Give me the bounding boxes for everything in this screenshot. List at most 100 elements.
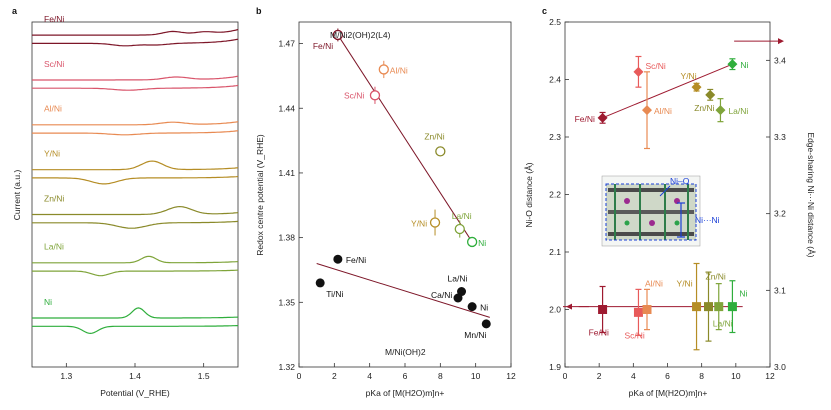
point-label-fe-ni-1: Fe/Ni bbox=[346, 255, 366, 265]
y-tick-label-2-0: 2.0 bbox=[549, 305, 561, 315]
point-label-sc-ni-0: Sc/Ni bbox=[344, 90, 364, 100]
panel-c-y-axis-label-right: Edge-sharing Ni···Ni distance (Å) bbox=[806, 132, 816, 257]
point-ni-0 bbox=[727, 59, 738, 70]
y-tick-label-2-5: 2.5 bbox=[549, 17, 561, 27]
x-tick-label-12: 12 bbox=[506, 371, 516, 381]
y-right-tick-label-3-4: 3.4 bbox=[774, 55, 786, 65]
point-ti-ni-1 bbox=[315, 278, 325, 288]
point-sc-ni-0 bbox=[633, 66, 644, 77]
x-tick-label-2: 2 bbox=[332, 371, 337, 381]
point-label-fe-ni-1: Fe/Ni bbox=[589, 328, 609, 338]
point-label-fe-ni-0: Fe/Ni bbox=[575, 114, 595, 124]
x-tick-label-4: 4 bbox=[367, 371, 372, 381]
right-axis-arrow-head bbox=[778, 38, 784, 45]
cv-cathodic-al-ni bbox=[32, 130, 239, 136]
point-label-ni-0: Ni bbox=[478, 238, 486, 248]
panel-b-ticks: 0 2 4 6 8 10 12 1.32 1.35 1.38 1.41 1.44 1.47 bbox=[278, 39, 516, 381]
point-label-ca-ni-1: Ca/Ni bbox=[431, 290, 452, 300]
ni-o-label: Ni–O bbox=[670, 176, 690, 186]
y-tick-label-1-44: 1.44 bbox=[278, 103, 295, 113]
x-tick-label-0: 0 bbox=[563, 371, 568, 381]
y-tick-label-2-4: 2.4 bbox=[549, 75, 561, 85]
x-tick-label-8: 8 bbox=[699, 371, 704, 381]
y-tick-label-1-35: 1.35 bbox=[278, 297, 295, 307]
point-label-y-ni-0: Y/Ni bbox=[681, 71, 697, 81]
point-label-y-ni-0: Y/Ni bbox=[411, 219, 427, 229]
point-label-al-ni-0: Al/Ni bbox=[654, 106, 672, 116]
cv-cathodic-zn-ni bbox=[32, 220, 239, 229]
label-zn-ni: Zn/Ni bbox=[44, 193, 64, 203]
point-label-ni-0: Ni bbox=[740, 60, 748, 70]
cv-anodic-ni bbox=[32, 307, 239, 319]
panel-b-redox-potential-plot: 0 2 4 6 8 10 12 1.32 1.35 1.38 1.41 1.44 1.47 Fe/Ni A… bbox=[255, 21, 516, 398]
point-al-ni-0 bbox=[378, 64, 389, 75]
point-label-sc-ni-1: Sc/Ni bbox=[624, 330, 644, 340]
cv-cathodic-y-ni bbox=[32, 175, 239, 185]
x-tick-label-12: 12 bbox=[765, 371, 775, 381]
point-zn-ni-1 bbox=[704, 302, 713, 312]
cv-anodic-fe-ni bbox=[32, 28, 239, 36]
y-tick-label-2-3: 2.3 bbox=[549, 132, 561, 142]
point-label-ni-1: Ni bbox=[739, 289, 747, 299]
point-ni-1 bbox=[467, 302, 477, 312]
panel-a-x-axis-label: Potential (V_RHE) bbox=[100, 388, 170, 398]
point-fe-ni-1 bbox=[333, 254, 343, 264]
structure-inset: Ni–O Ni···Ni bbox=[601, 175, 720, 247]
label-y-ni: Y/Ni bbox=[44, 149, 60, 159]
cv-anodic-sc-ni bbox=[32, 75, 239, 81]
point-label-mn-ni-1: Mn/Ni bbox=[464, 330, 486, 340]
point-label-zn-ni-1: Zn/Ni bbox=[706, 272, 726, 282]
point-label-al-ni-1: Al/Ni bbox=[645, 279, 663, 289]
left-axis-arrow-head bbox=[566, 303, 572, 310]
panel-b-marks: Fe/Ni Al/Ni Sc/Ni Zn/Ni Y/Ni La/Ni Ni Fe/Ni Ti/N… bbox=[313, 28, 491, 340]
point-ni-1 bbox=[727, 302, 737, 312]
panel-c-y-axis-label-left: Ni-O distance (Å) bbox=[524, 162, 534, 227]
point-label-zn-ni-0: Zn/Ni bbox=[424, 131, 444, 141]
point-al-ni-0 bbox=[642, 105, 652, 116]
point-label-al-ni-0: Al/Ni bbox=[390, 65, 408, 75]
point-zn-ni-0 bbox=[435, 146, 446, 157]
x-tick-label-2: 2 bbox=[597, 371, 602, 381]
ni-o-pointer bbox=[659, 185, 671, 197]
label-fe-ni: Fe/Ni bbox=[44, 14, 64, 24]
y-right-tick-label-3-0: 3.0 bbox=[774, 362, 786, 372]
cv-anodic-al-ni bbox=[32, 121, 239, 126]
point-label-y-ni-1: Y/Ni bbox=[677, 279, 693, 289]
point-label-zn-ni-0: Zn/Ni bbox=[694, 103, 714, 113]
x-tick-label-4: 4 bbox=[631, 371, 636, 381]
y-tick-label-1-9: 1.9 bbox=[549, 362, 561, 372]
y-tick-label-1-32: 1.32 bbox=[278, 362, 295, 372]
ni-ni-label: Ni···Ni bbox=[695, 215, 720, 225]
panel-c-x-axis-label: pKa of [M(H2O)m]n+ bbox=[629, 388, 708, 398]
panel-c-marks: Fe/Ni Sc/Ni Al/Ni Y/Ni Zn/Ni La/Ni Ni Fe/Ni Sc/N… bbox=[563, 38, 784, 351]
point-sc-ni-0 bbox=[369, 90, 381, 101]
point-la-ni-1 bbox=[714, 302, 724, 312]
y-tick-label-1-47: 1.47 bbox=[278, 39, 295, 49]
cv-anodic-zn-ni bbox=[32, 205, 239, 216]
x-tick-label-1-5: 1.5 bbox=[198, 371, 210, 381]
fit-line-edge-sharing-ni-ni-distance bbox=[602, 63, 733, 119]
panel-b-group-label-top: M/Ni2(OH)2(L4) bbox=[330, 30, 391, 40]
point-label-fe-ni-0: Fe/Ni bbox=[313, 41, 333, 51]
point-fe-ni-0 bbox=[332, 29, 344, 41]
panel-b-label: b bbox=[256, 6, 262, 16]
y-right-tick-label-3-2: 3.2 bbox=[774, 209, 786, 219]
cv-cathodic-sc-ni bbox=[32, 84, 239, 91]
x-tick-label-1-4: 1.4 bbox=[129, 371, 141, 381]
panel-a-curves bbox=[32, 28, 239, 335]
panel-b-y-axis-label: Redox centre potential (V_RHE) bbox=[255, 134, 265, 256]
point-label-la-ni-0: La/Ni bbox=[452, 211, 472, 221]
panel-a-x-ticks: 1.3 1.4 1.5 bbox=[60, 363, 210, 381]
panel-b-group-label-bottom: M/Ni(OH)2 bbox=[385, 347, 426, 357]
cv-cathodic-ni bbox=[32, 325, 238, 335]
point-label-sc-ni-0: Sc/Ni bbox=[645, 61, 665, 71]
point-fe-ni-1 bbox=[598, 305, 608, 314]
y-right-tick-label-3-3: 3.3 bbox=[774, 132, 786, 142]
fit-line-m-ni2-oh-2-l4 bbox=[337, 34, 473, 243]
y-tick-label-2-2: 2.2 bbox=[549, 190, 561, 200]
panel-a-y-axis-label: Current (a.u.) bbox=[12, 170, 22, 221]
point-label-la-ni-1: La/Ni bbox=[448, 274, 468, 284]
label-la-ni: La/Ni bbox=[44, 242, 64, 252]
point-la-ni-0 bbox=[715, 105, 726, 116]
